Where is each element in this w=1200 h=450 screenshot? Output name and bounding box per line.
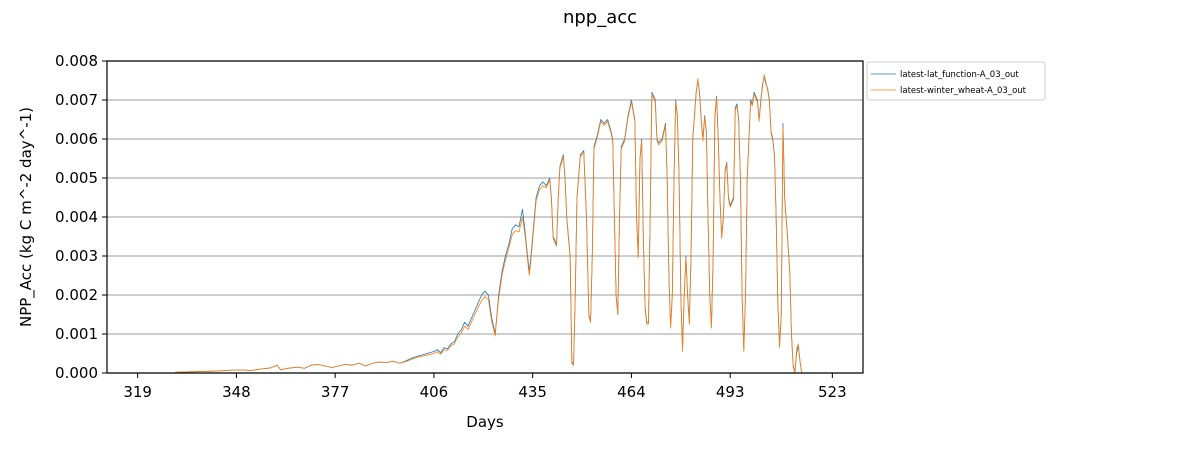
y-tick-label: 0.006 [55, 130, 98, 148]
y-tick-label: 0.001 [55, 325, 98, 343]
y-axis: 0.000 0.001 0.002 0.003 0.004 0.005 0.006 0.007… [55, 52, 107, 382]
legend: latest-lat_function-A_03_out latest-wint… [866, 61, 1046, 101]
y-tick-label: 0.000 [55, 364, 98, 382]
legend-label: latest-winter_wheat-A_03_out [900, 86, 1027, 96]
x-tick-label: 319 [123, 383, 152, 401]
legend-label: latest-lat_function-A_03_out [900, 70, 1019, 80]
y-tick-label: 0.002 [55, 286, 98, 304]
legend-box [866, 61, 1046, 101]
x-axis-label: Days [466, 413, 504, 431]
x-tick-label: 523 [818, 383, 847, 401]
y-tick-label: 0.003 [55, 247, 98, 265]
x-tick-label: 377 [321, 383, 350, 401]
chart-title: npp_acc [563, 7, 637, 28]
x-tick-label: 493 [716, 383, 745, 401]
x-tick-label: 464 [617, 383, 646, 401]
series-line-winter-wheat [175, 74, 809, 374]
y-tick-label: 0.007 [55, 91, 98, 109]
x-tick-label: 406 [420, 383, 449, 401]
x-tick-label: 435 [518, 383, 547, 401]
y-axis-label: NPP_Acc (kg C m^-2 day^-1) [17, 107, 36, 327]
x-axis: 319 348 377 406 435 464 493 523 [123, 373, 847, 401]
y-tick-label: 0.005 [55, 169, 98, 187]
series-lines [175, 74, 809, 374]
y-tick-label: 0.004 [55, 208, 98, 226]
y-tick-label: 0.008 [55, 52, 98, 70]
x-tick-label: 348 [222, 383, 251, 401]
gridlines [107, 60, 863, 374]
